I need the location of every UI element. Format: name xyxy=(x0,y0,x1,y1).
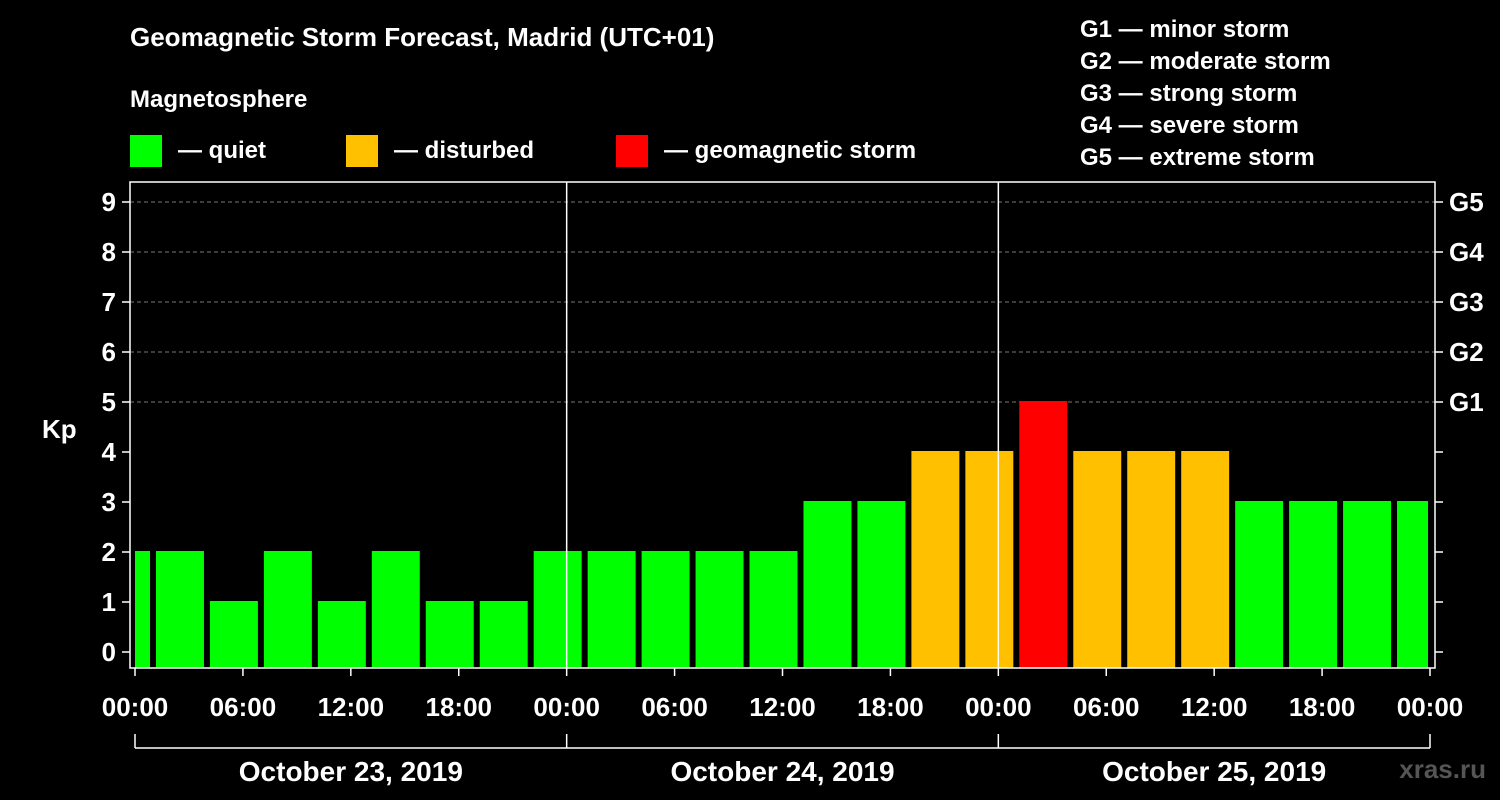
g-scale-g2: G2 — moderate storm xyxy=(1080,48,1331,75)
g-scale-g3: G3 — strong storm xyxy=(1080,80,1298,107)
legend-swatch-disturbed xyxy=(346,135,378,167)
legend-title: Magnetosphere xyxy=(130,86,308,113)
bar xyxy=(479,601,528,668)
y-tick-label: 4 xyxy=(102,437,117,467)
right-tick-label: G5 xyxy=(1449,187,1484,217)
chart-title: Geomagnetic Storm Forecast, Madrid (UTC+… xyxy=(130,22,715,52)
bar xyxy=(209,601,258,668)
right-tick-label: G1 xyxy=(1449,387,1484,417)
bar xyxy=(695,551,744,668)
bar xyxy=(317,601,366,668)
g-scale-g5: G5 — extreme storm xyxy=(1080,144,1315,171)
x-tick-label: 00:00 xyxy=(965,692,1032,722)
bar xyxy=(1181,451,1230,668)
bar xyxy=(911,451,960,668)
bar xyxy=(1289,501,1338,668)
x-tick-label: 12:00 xyxy=(1181,692,1248,722)
date-label: October 23, 2019 xyxy=(239,756,463,787)
legend-swatch-quiet xyxy=(130,135,162,167)
right-tick-label: G3 xyxy=(1449,287,1484,317)
legend-label-quiet: — quiet xyxy=(178,137,266,164)
legend-label-disturbed: — disturbed xyxy=(394,137,535,164)
x-tick-label: 00:00 xyxy=(533,692,600,722)
y-tick-label: 8 xyxy=(102,237,116,267)
right-tick-label: G2 xyxy=(1449,337,1484,367)
g-scale-g4: G4 — severe storm xyxy=(1080,112,1299,139)
y-axis-label: Kp xyxy=(42,414,77,444)
legend-item-disturbed: — disturbed xyxy=(346,134,534,168)
bar xyxy=(587,551,636,668)
x-tick-label: 18:00 xyxy=(426,692,493,722)
y-tick-label: 1 xyxy=(102,587,116,617)
y-tick-label: 5 xyxy=(102,387,116,417)
bar xyxy=(371,551,420,668)
legend-label-storm: — geomagnetic storm xyxy=(664,137,917,164)
date-label: October 24, 2019 xyxy=(670,756,894,787)
y-tick-label: 6 xyxy=(102,337,116,367)
x-tick-label: 12:00 xyxy=(318,692,385,722)
x-tick-label: 18:00 xyxy=(1289,692,1356,722)
bar xyxy=(263,551,312,668)
bar xyxy=(1397,501,1428,668)
x-tick-label: 00:00 xyxy=(102,692,169,722)
bar xyxy=(155,551,204,668)
bar xyxy=(1127,451,1176,668)
bar xyxy=(857,501,906,668)
x-tick-label: 06:00 xyxy=(1073,692,1140,722)
bar xyxy=(749,551,798,668)
legend-swatch-storm xyxy=(616,135,648,167)
x-tick-label: 06:00 xyxy=(641,692,708,722)
x-tick-label: 06:00 xyxy=(210,692,277,722)
y-tick-label: 3 xyxy=(102,487,116,517)
bar xyxy=(803,501,852,668)
y-tick-label: 2 xyxy=(102,537,116,567)
x-tick-label: 18:00 xyxy=(857,692,924,722)
bar xyxy=(1343,501,1392,668)
bar xyxy=(641,551,690,668)
bar xyxy=(1019,401,1068,668)
y-tick-label: 0 xyxy=(102,637,116,667)
y-tick-label: 9 xyxy=(102,187,116,217)
right-tick-label: G4 xyxy=(1449,237,1484,267)
bar xyxy=(533,551,582,668)
x-tick-label: 00:00 xyxy=(1397,692,1464,722)
legend-item-storm: — geomagnetic storm xyxy=(616,134,916,168)
bar xyxy=(965,451,1014,668)
legend-item-quiet: — quiet xyxy=(130,134,266,168)
x-tick-label: 12:00 xyxy=(749,692,816,722)
bar xyxy=(425,601,474,668)
bar xyxy=(1073,451,1122,668)
date-label: October 25, 2019 xyxy=(1102,756,1326,787)
bar xyxy=(135,551,150,668)
watermark: xras.ru xyxy=(1399,754,1486,784)
bar xyxy=(1235,501,1284,668)
y-tick-label: 7 xyxy=(102,287,116,317)
g-scale-g1: G1 — minor storm xyxy=(1080,16,1290,43)
g-scale-legend: G1 — minor storm G2 — moderate storm G3 … xyxy=(1080,14,1331,174)
